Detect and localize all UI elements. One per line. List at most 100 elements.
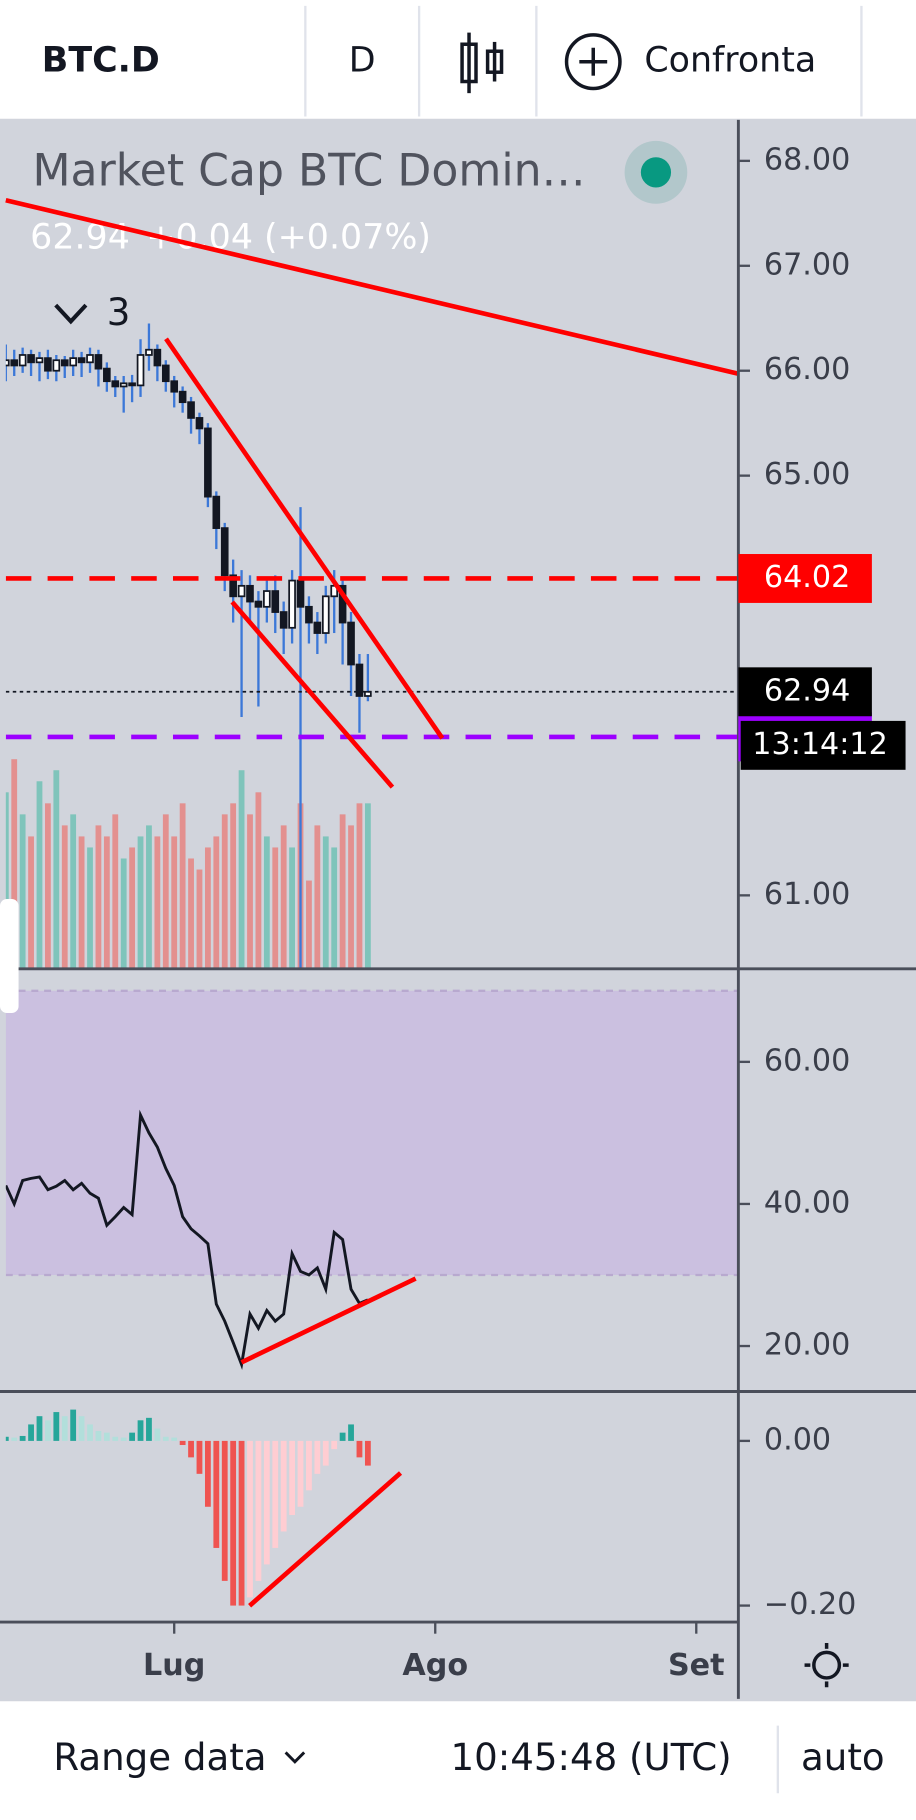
candle-body — [94, 354, 103, 370]
volume-bar — [112, 814, 119, 969]
macd-bar — [162, 1436, 169, 1441]
compare-icon[interactable] — [564, 33, 622, 91]
y-tick-label: 60.00 — [764, 1043, 850, 1078]
macd-bar — [129, 1432, 136, 1441]
macd-bar — [272, 1440, 279, 1548]
macd-bar — [137, 1420, 144, 1441]
side-tab[interactable] — [0, 898, 19, 1014]
candle-body — [288, 579, 296, 629]
indicator-count[interactable]: 3 — [107, 290, 131, 334]
compare-button[interactable]: Confronta — [644, 41, 816, 81]
toolbar — [0, 0, 916, 120]
macd-bar — [280, 1440, 287, 1532]
macd-bar — [230, 1440, 237, 1606]
volume-bar — [314, 825, 321, 969]
candle-body — [313, 621, 322, 634]
y-tick-label: 65.00 — [764, 457, 850, 492]
candle-body — [271, 590, 280, 613]
last-value: 62.94 — [30, 218, 130, 258]
symbol[interactable]: BTC.D — [42, 41, 160, 81]
candle-body — [321, 595, 330, 634]
macd-bar — [61, 1416, 68, 1441]
macd-bar — [36, 1416, 43, 1441]
volume-bar — [154, 836, 161, 969]
candle-body — [246, 584, 254, 603]
volume-bar — [356, 803, 363, 969]
range-button[interactable]: Range data — [53, 1735, 266, 1779]
axes: 61.00 65.00 66.00 67.00 68.00 20.00 40.00 60.00… — [143, 142, 906, 1683]
change-value: +0.04 (+0.07%) — [146, 218, 431, 258]
interval[interactable]: D — [349, 41, 376, 81]
macd-bar — [221, 1440, 228, 1581]
rsi-band — [5, 990, 739, 1275]
macd-bar — [364, 1440, 371, 1466]
settings-icon[interactable] — [804, 1643, 849, 1688]
legend-toggle[interactable] — [54, 303, 88, 325]
macd-bar — [255, 1440, 262, 1581]
candle-body — [204, 427, 212, 498]
candle-body — [338, 584, 347, 624]
clock[interactable]: 10:45:48 (UTC) — [450, 1735, 731, 1779]
macd-bar — [356, 1440, 363, 1458]
macd-bar — [154, 1428, 161, 1441]
volume-bar — [179, 803, 186, 969]
candle-body — [5, 359, 10, 367]
candle-body — [212, 495, 221, 529]
macd-bar — [95, 1431, 102, 1441]
volume-bar — [95, 825, 102, 969]
candle-body — [364, 690, 372, 697]
volume-bar — [103, 836, 110, 969]
candle-body — [44, 357, 52, 372]
volume-bar — [339, 814, 346, 969]
volume-bar — [306, 880, 312, 969]
candle-body — [220, 527, 229, 577]
volume-bar — [263, 836, 270, 969]
volume-bar — [230, 803, 237, 969]
macd-bar — [5, 1436, 9, 1441]
volume-bar — [247, 814, 253, 969]
volume-bar — [53, 770, 60, 969]
macd-bar — [11, 1437, 18, 1441]
candle-body — [161, 364, 170, 383]
volume-bar — [331, 847, 338, 969]
candle-body — [178, 390, 187, 404]
macd-bar — [297, 1440, 304, 1507]
macd-bar — [188, 1440, 194, 1458]
macd-bar — [247, 1440, 253, 1598]
macd-panel — [5, 1409, 371, 1606]
volume-bar — [36, 781, 43, 969]
chart-style-icon[interactable] — [460, 32, 504, 94]
macd-bar — [179, 1440, 186, 1446]
volume-bar — [348, 825, 354, 969]
volume-bar — [255, 792, 262, 969]
status-dot — [640, 157, 672, 188]
volume-bar — [171, 836, 178, 969]
macd-bar — [45, 1420, 51, 1441]
macd-bar — [204, 1440, 211, 1507]
volume-bar — [129, 847, 136, 969]
volume-bar — [322, 836, 329, 969]
macd-bar — [196, 1440, 203, 1474]
volume-bar — [120, 858, 127, 969]
candle-body — [18, 354, 27, 367]
macd-bar — [348, 1424, 354, 1441]
macd-bar — [70, 1409, 77, 1441]
volume-bar — [61, 825, 68, 969]
chart-background — [0, 119, 916, 1701]
volume-bar — [45, 803, 51, 969]
candle-body — [195, 417, 204, 430]
candle-body — [145, 348, 153, 356]
auto-scale[interactable]: auto — [801, 1735, 885, 1779]
y-tick-label: 0.00 — [764, 1422, 831, 1457]
volume-bar — [78, 836, 85, 969]
candle-body — [60, 359, 69, 367]
candle-body — [263, 590, 271, 608]
candle-body — [27, 354, 35, 364]
candle-body — [35, 357, 44, 364]
volume-bar — [204, 847, 211, 969]
macd-bar — [120, 1437, 127, 1441]
y-tick-label: 66.00 — [764, 352, 850, 387]
macd-bar — [78, 1416, 85, 1441]
panel-separators — [0, 119, 916, 1701]
